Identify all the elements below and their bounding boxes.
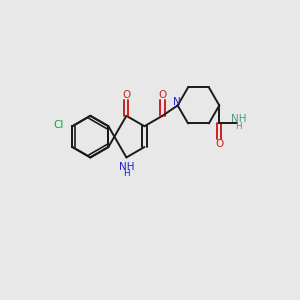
Text: O: O bbox=[122, 90, 130, 100]
Text: NH: NH bbox=[119, 162, 134, 172]
Text: O: O bbox=[215, 139, 224, 149]
Text: H: H bbox=[235, 122, 242, 130]
Text: NH: NH bbox=[231, 114, 246, 124]
Text: Cl: Cl bbox=[54, 120, 64, 130]
Text: N: N bbox=[173, 97, 181, 106]
Text: H: H bbox=[123, 169, 130, 178]
Text: O: O bbox=[158, 90, 166, 100]
